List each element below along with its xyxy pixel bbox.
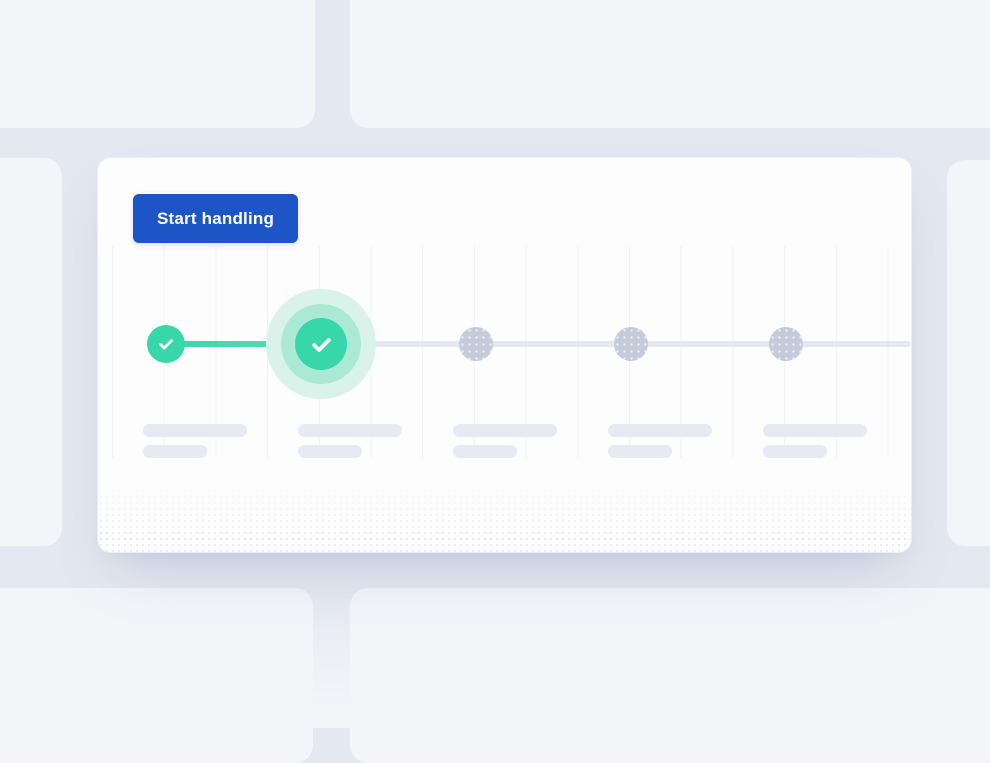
check-icon xyxy=(311,337,331,352)
skeleton-bar xyxy=(143,424,247,437)
stepper-progress xyxy=(166,341,321,347)
step-label-skeleton xyxy=(298,424,402,458)
check-circle xyxy=(147,325,185,363)
skeleton-bar xyxy=(608,424,712,437)
skeleton-bar xyxy=(298,424,402,437)
skeleton-bar xyxy=(608,445,672,458)
pending-dot xyxy=(614,327,648,361)
skeleton-bar xyxy=(143,445,207,458)
step-label-skeleton xyxy=(763,424,867,458)
bottom-gap-fade xyxy=(313,588,350,728)
check-circle xyxy=(295,318,347,370)
pending-dot xyxy=(459,327,493,361)
background-card-top-left xyxy=(0,0,315,128)
background-card-bottom-right xyxy=(350,588,990,763)
step-label-skeleton xyxy=(143,424,247,458)
background-card-mid-right xyxy=(947,160,990,546)
background-card-bottom-left xyxy=(0,588,313,763)
task-card: Start handling xyxy=(97,157,912,553)
step-label-skeleton xyxy=(608,424,712,458)
start-handling-button[interactable]: Start handling xyxy=(133,194,299,243)
skeleton-bar xyxy=(763,445,827,458)
check-icon xyxy=(159,339,173,350)
step-label-skeleton xyxy=(453,424,557,458)
pending-dot xyxy=(769,327,803,361)
skeleton-bar xyxy=(453,445,517,458)
background-card-mid-left xyxy=(0,158,62,546)
background-card-top-right xyxy=(350,0,990,128)
skeleton-bar xyxy=(763,424,867,437)
skeleton-bar xyxy=(298,445,362,458)
skeleton-bar xyxy=(453,424,557,437)
stepper-track xyxy=(166,341,911,347)
halftone-decoration xyxy=(98,482,911,552)
